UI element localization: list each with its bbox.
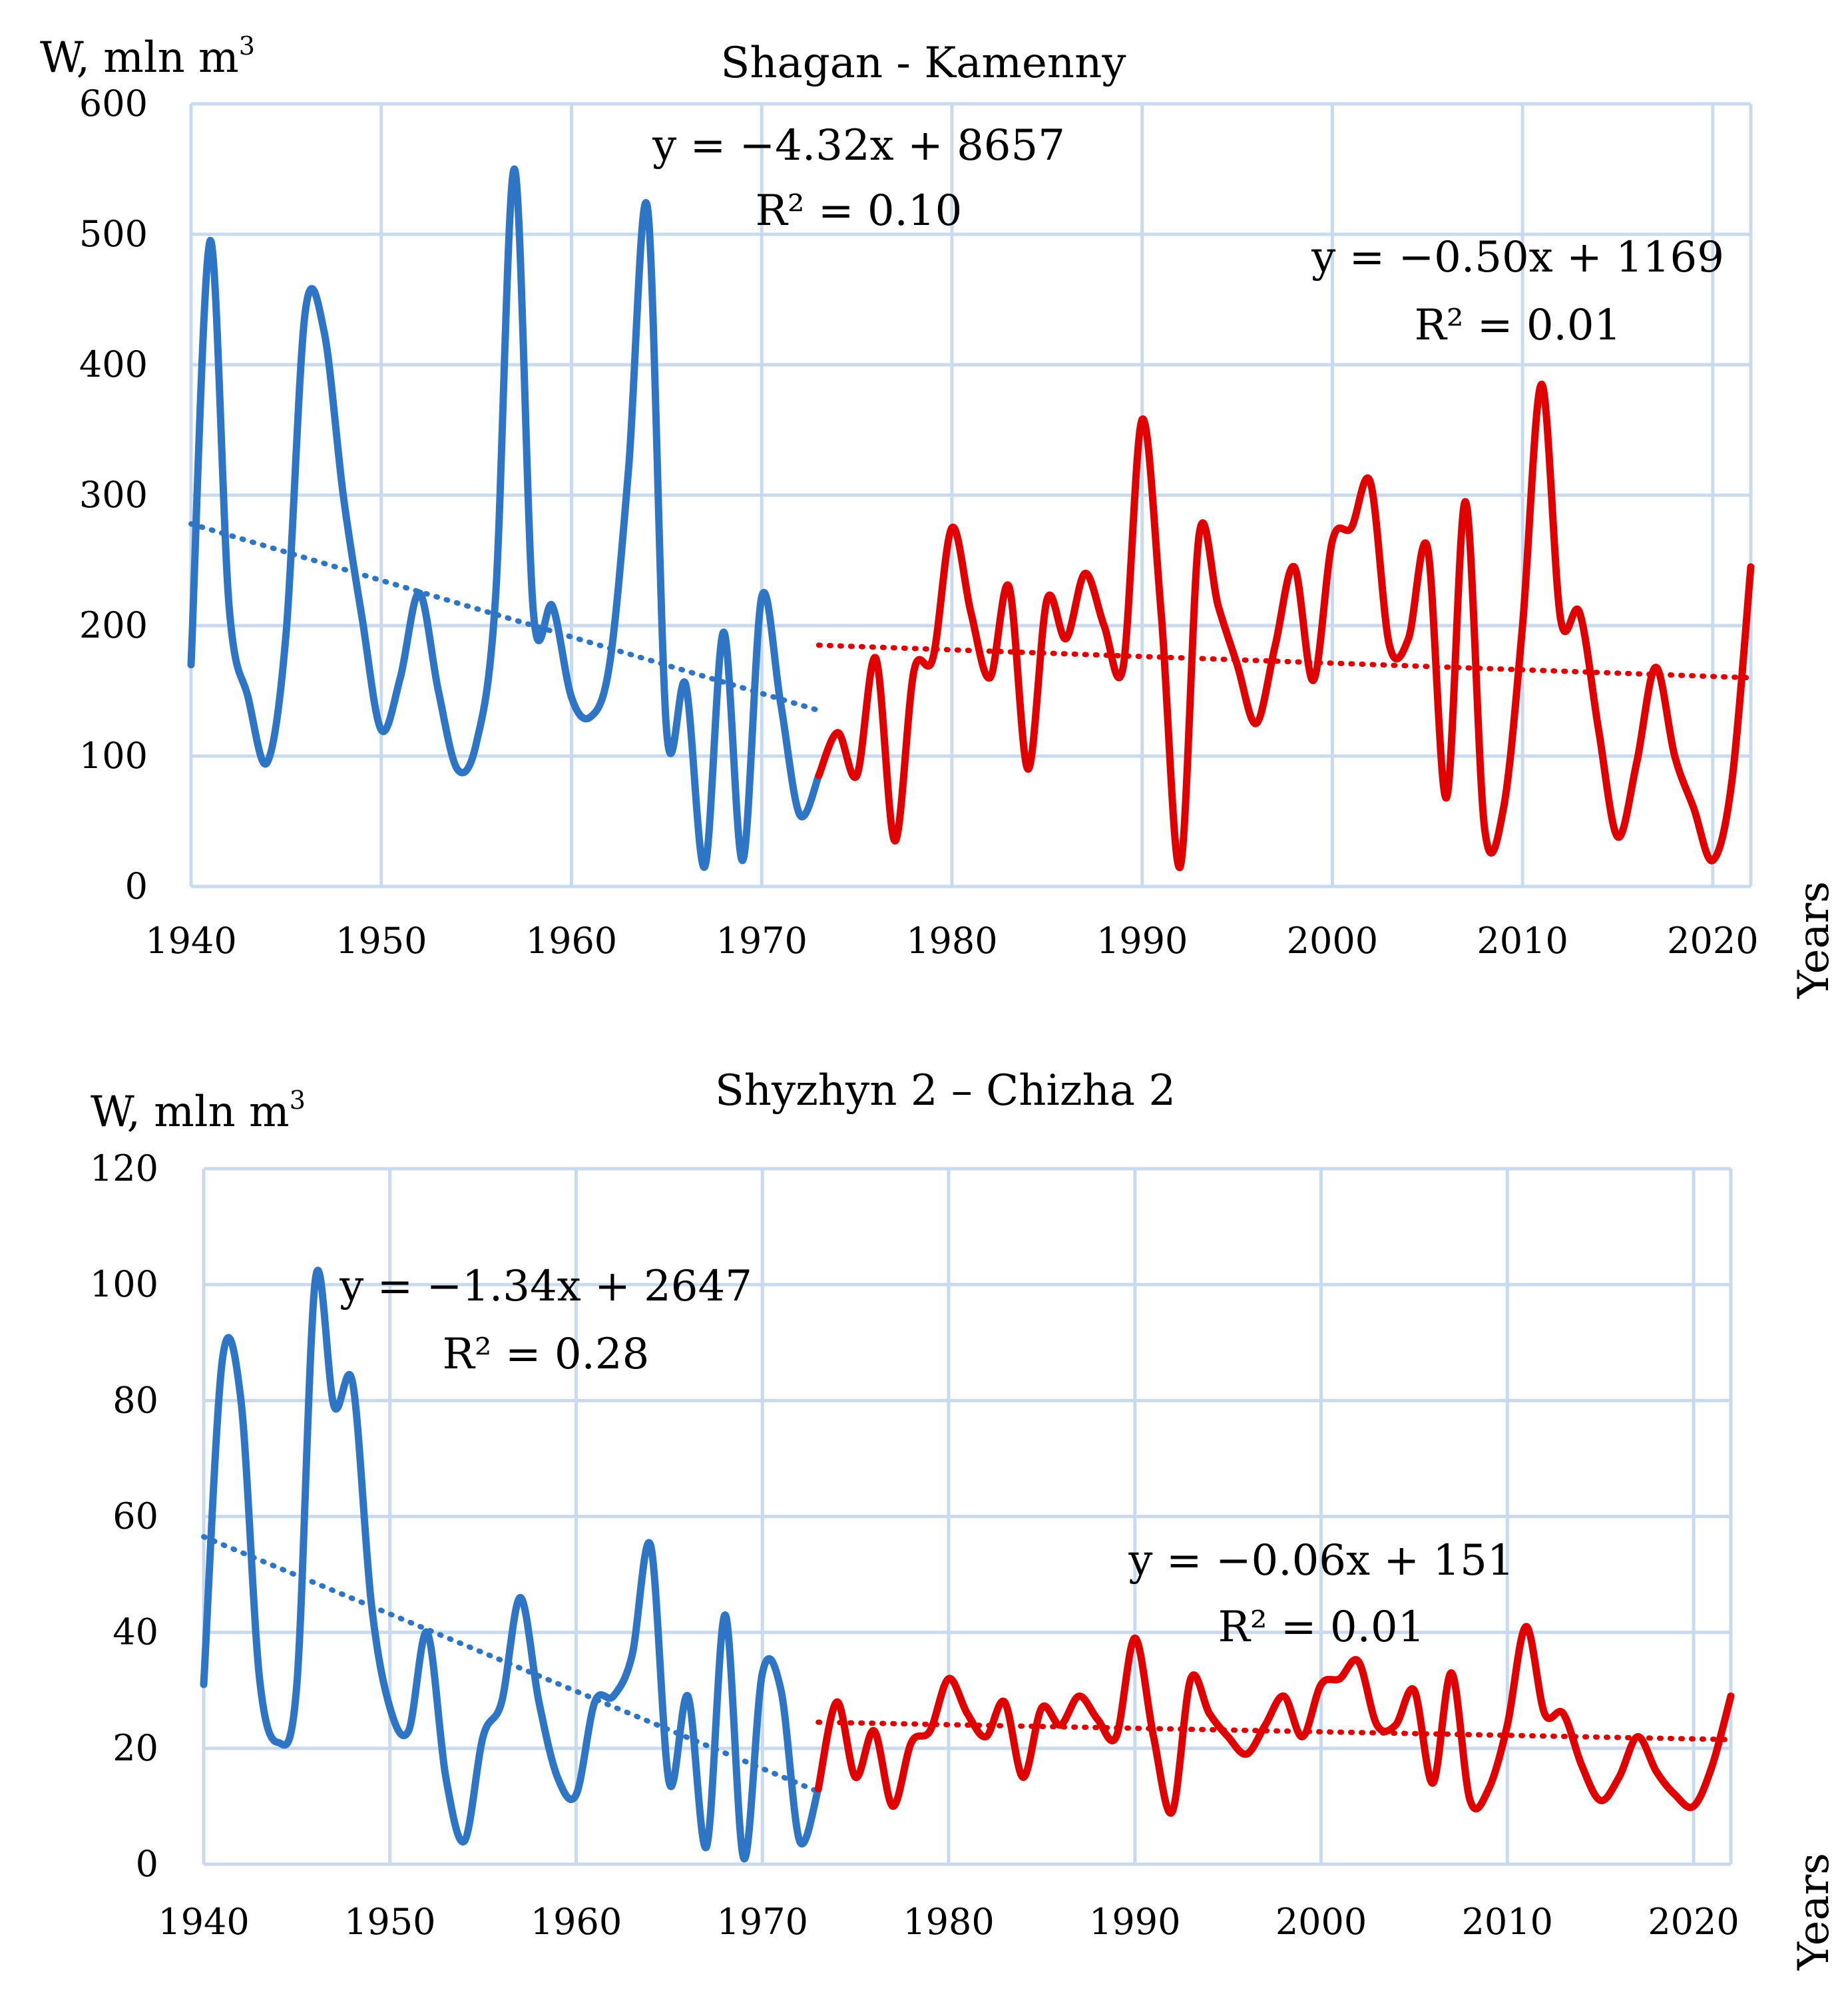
chart2-r2-before: R² = 0.28 — [443, 1330, 650, 1379]
chart2-xtick-2010: 2010 — [1462, 1901, 1553, 1943]
chart2-series-after — [814, 1623, 1735, 1817]
chart2-xtick-1990: 1990 — [1089, 1901, 1180, 1943]
chart1-ytick-200: 200 — [79, 604, 148, 646]
chart2-trend-annotation-before: y = −1.34x + 2647 R² = 0.28 — [339, 1262, 752, 1379]
chart2-trend-annotation-after: y = −0.06x + 151 R² = 0.01 — [1128, 1536, 1514, 1652]
chart1-xtick-1970: 1970 — [716, 920, 807, 962]
chart-shyzhyn-chizha: Shyzhyn 2 – Chizha 2 W, mln m3 Years 0 20… — [90, 1066, 1839, 1971]
chart1-trendline-after — [815, 642, 1753, 681]
chart1-trend-annotation-after: y = −0.50x + 1169 R² = 0.01 — [1311, 233, 1724, 350]
chart1-xtick-1960: 1960 — [526, 920, 617, 962]
chart2-title: Shyzhyn 2 – Chizha 2 — [715, 1066, 1176, 1115]
chart2-xtick-1960: 1960 — [531, 1901, 622, 1943]
chart1-ytick-400: 400 — [79, 343, 148, 385]
chart1-ytick-600: 600 — [79, 83, 148, 124]
chart1-trendline-before — [188, 521, 821, 713]
chart1-y-ticks: 0 100 200 300 400 500 600 — [79, 83, 148, 907]
chart1-xtick-2010: 2010 — [1477, 920, 1568, 962]
chart2-xtick-2020: 2020 — [1648, 1901, 1739, 1943]
chart1-trend-annotation-before: y = −4.32x + 8657 R² = 0.10 — [652, 121, 1065, 236]
chart2-xtick-1970: 1970 — [717, 1901, 808, 1943]
chart1-title: Shagan - Kamenny — [721, 39, 1126, 88]
chart2-ytick-20: 20 — [113, 1727, 158, 1769]
chart1-xtick-2000: 2000 — [1287, 920, 1378, 962]
chart1-ytick-0: 0 — [125, 865, 148, 907]
chart2-series-before — [200, 1267, 822, 1862]
chart2-xtick-2000: 2000 — [1275, 1901, 1367, 1943]
chart2-xtick-1940: 1940 — [158, 1901, 249, 1943]
chart1-ytick-100: 100 — [79, 735, 148, 777]
chart2-xtick-1980: 1980 — [903, 1901, 994, 1943]
chart1-series-after — [815, 380, 1755, 871]
chart1-x-axis-label: Years — [1789, 881, 1839, 999]
chart2-y-ticks: 0 20 40 60 80 100 120 — [90, 1147, 158, 1885]
chart2-gridlines — [202, 1167, 1733, 1866]
chart1-ytick-300: 300 — [79, 474, 148, 516]
chart1-r2-before: R² = 0.10 — [756, 186, 963, 236]
chart-shagan-kamenny: Shagan - Kamenny W, mln m3 Years 0 100 200… — [40, 31, 1839, 999]
chart1-ytick-500: 500 — [79, 213, 148, 255]
chart1-series-before — [187, 165, 823, 871]
chart1-gridlines — [189, 102, 1753, 889]
chart1-r2-after: R² = 0.01 — [1415, 301, 1622, 350]
chart1-xtick-1990: 1990 — [1096, 920, 1188, 962]
chart2-ytick-40: 40 — [113, 1611, 158, 1653]
chart2-r2-after: R² = 0.01 — [1218, 1603, 1425, 1652]
chart2-x-ticks: 1940 1950 1960 1970 1980 1990 2000 2010 2020 — [158, 1901, 1739, 1943]
chart2-ytick-120: 120 — [90, 1147, 158, 1189]
chart1-series — [187, 165, 1755, 871]
chart2-y-axis-label: W, mln m3 — [91, 1086, 306, 1137]
chart2-series — [200, 1267, 1735, 1862]
chart1-y-axis-label: W, mln m3 — [40, 31, 255, 83]
chart1-xtick-1950: 1950 — [336, 920, 427, 962]
chart2-equation-after: y = −0.06x + 151 — [1128, 1536, 1514, 1585]
chart2-ytick-80: 80 — [113, 1379, 158, 1421]
chart2-equation-before: y = −1.34x + 2647 — [339, 1262, 752, 1311]
chart1-equation-before: y = −4.32x + 8657 — [652, 121, 1065, 170]
chart2-xtick-1950: 1950 — [344, 1901, 435, 1943]
chart2-ytick-100: 100 — [90, 1263, 158, 1305]
chart2-ytick-0: 0 — [136, 1843, 158, 1885]
chart1-trendlines — [188, 521, 1753, 713]
chart2-x-axis-label: Years — [1789, 1853, 1839, 1971]
chart1-xtick-1940: 1940 — [145, 920, 236, 962]
chart1-xtick-1980: 1980 — [906, 920, 997, 962]
chart1-xtick-2020: 2020 — [1667, 920, 1758, 962]
chart1-x-ticks: 1940 1950 1960 1970 1980 1990 2000 2010 2020 — [145, 920, 1758, 962]
chart1-equation-after: y = −0.50x + 1169 — [1311, 233, 1724, 282]
chart2-ytick-60: 60 — [113, 1495, 158, 1537]
chart2-trendline-after — [815, 1719, 1733, 1742]
